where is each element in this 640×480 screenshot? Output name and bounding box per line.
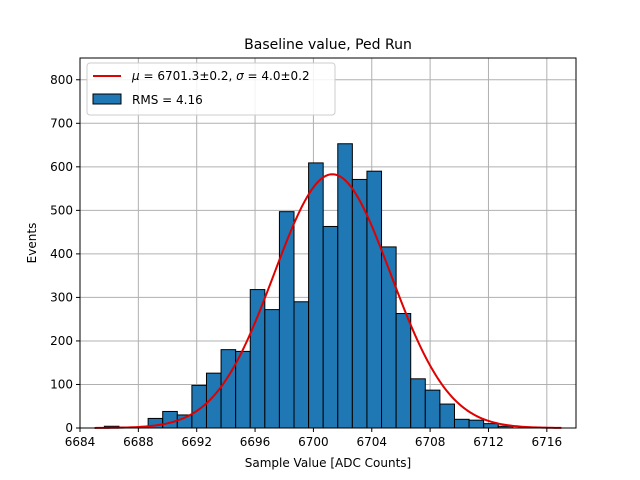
histogram-bar [439,403,455,429]
y-axis-title: Events [25,223,39,264]
histogram-bar [162,410,178,429]
legend: μ = 6701.3±0.2, σ = 4.0±0.2 RMS = 4.16 [86,62,336,116]
legend-sigma-symbol: σ [236,69,244,83]
histogram-bar [424,389,441,429]
x-tick-label: 6700 [298,435,329,449]
x-tick-label: 6708 [415,435,446,449]
histogram-bar [220,349,237,429]
legend-mu-value: = 6701.3±0.2, [140,69,236,83]
x-tick-label: 6684 [65,435,96,449]
y-tick-label: 0 [65,421,73,435]
y-axis-ticks: 0 100 200 300 400 500 600 700 800 [50,73,80,435]
plot-frame [79,57,577,429]
chart-title: Baseline value, Ped Run [244,37,412,53]
histogram-bar [468,419,485,429]
legend-histogram-label: RMS = 4.16 [132,93,203,107]
y-tick-label: 200 [50,334,73,348]
histogram-bar [395,313,412,429]
legend-box [86,62,336,116]
x-axis-ticks: 6684 6688 6692 6696 6700 6704 6708 6712 6716 [65,428,562,449]
y-tick-label: 700 [50,116,73,130]
histogram-bar [278,211,295,429]
histogram-bar [308,162,324,429]
y-tick-label: 800 [50,73,73,87]
x-tick-label: 6704 [356,435,387,449]
histogram-bar [483,423,499,429]
x-tick-label: 6712 [473,435,504,449]
y-tick-label: 500 [50,203,73,217]
y-tick-label: 600 [50,160,73,174]
histogram-bar [235,350,251,429]
histogram-bar [191,384,207,429]
histogram-bar [366,170,383,429]
histogram-bar [381,246,397,429]
x-tick-label: 6696 [240,435,271,449]
histogram-bars [103,143,514,429]
y-tick-label: 400 [50,247,73,261]
gaussian-fit-curve [94,173,562,429]
histogram-bar [453,418,470,429]
legend-fit-label: μ = 6701.3±0.2, σ = 4.0±0.2 [131,69,310,83]
x-axis-title: Sample Value [ADC Counts] [245,456,411,470]
histogram-bar [264,309,280,429]
histogram-bar [293,301,310,429]
legend-sigma-value: = 4.0±0.2 [244,69,310,83]
histogram-bar [351,178,368,429]
y-tick-label: 300 [50,290,73,304]
histogram-bar [410,378,426,429]
legend-histogram-swatch [92,93,122,105]
histogram-bar [249,289,266,429]
y-tick-label: 100 [50,377,73,391]
x-tick-label: 6716 [532,435,563,449]
x-tick-label: 6692 [181,435,212,449]
legend-mu-symbol: μ [131,69,140,83]
histogram-bar [322,225,339,429]
x-tick-label: 6688 [123,435,154,449]
